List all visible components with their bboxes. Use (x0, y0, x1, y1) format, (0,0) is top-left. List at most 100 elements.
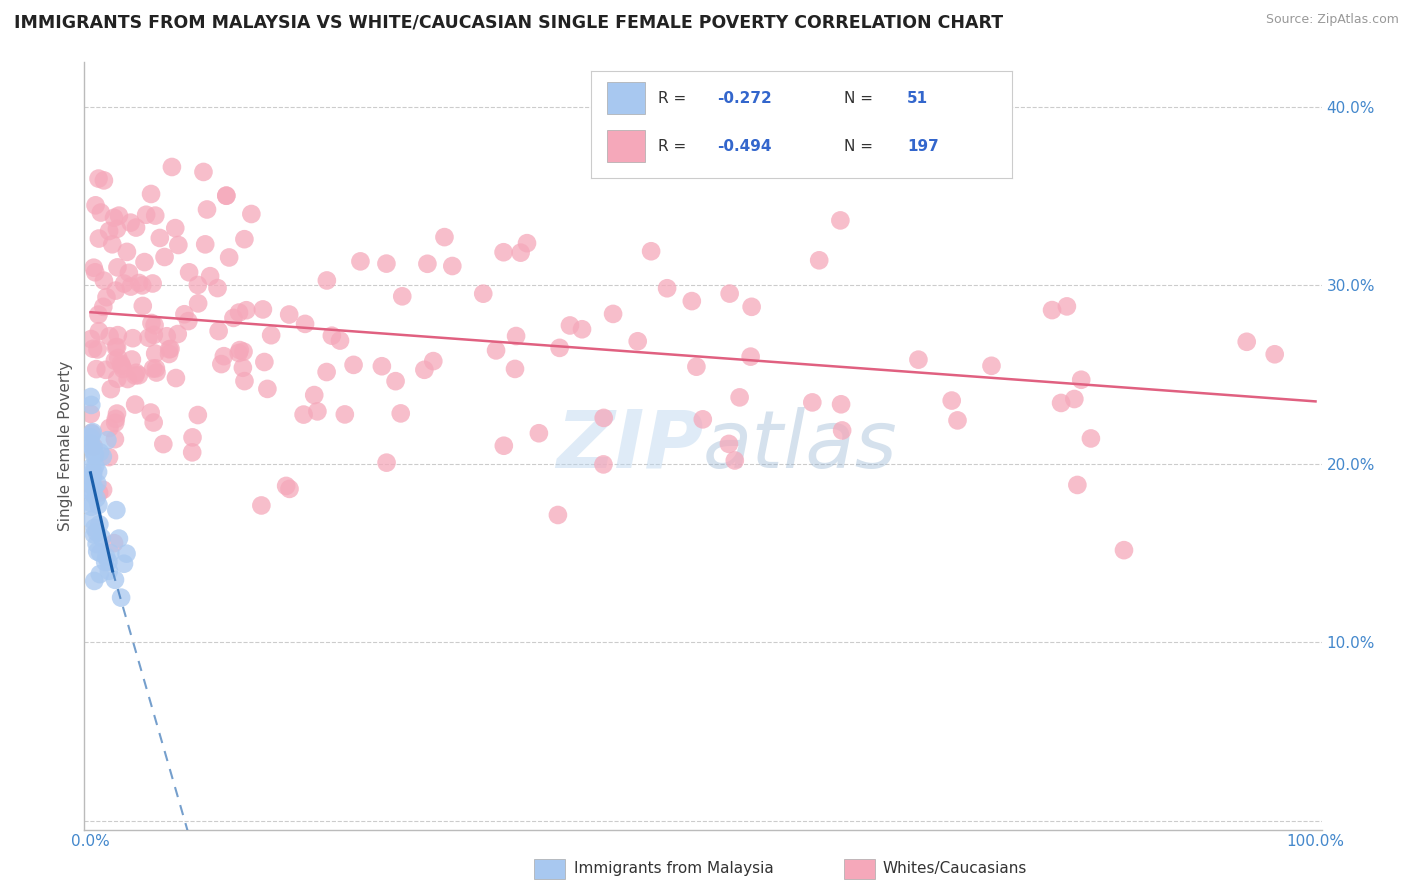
Point (86, 476, 108, 491)
Point (86, 525, 108, 540)
Point (82, 427, 104, 442)
Point (96, 290, 118, 304)
Point (145, 366, 167, 380)
Point (592, 410, 614, 425)
Point (87, 308, 110, 322)
Point (110, 357, 132, 371)
Point (209, 357, 232, 371)
Point (112, 557, 135, 571)
Point (728, 390, 751, 404)
Point (89, 546, 111, 560)
Point (79, 430, 101, 444)
Text: R =: R = (658, 139, 692, 153)
Point (104, 284, 127, 298)
Point (135, 208, 157, 222)
Point (260, 328, 283, 343)
Point (80, 332, 103, 346)
Point (108, 209, 131, 223)
Point (143, 318, 166, 333)
Point (422, 354, 444, 368)
Point (82, 425, 104, 439)
Point (128, 368, 150, 383)
Point (294, 317, 316, 331)
Point (685, 359, 707, 374)
Point (104, 340, 127, 354)
Text: N =: N = (844, 91, 877, 105)
Point (558, 318, 581, 333)
Point (107, 328, 129, 343)
Point (90, 205, 112, 219)
Point (232, 360, 254, 375)
Point (548, 341, 571, 355)
Text: -0.494: -0.494 (717, 139, 772, 153)
Point (103, 211, 125, 225)
Text: Whites/Caucasians: Whites/Caucasians (883, 862, 1028, 876)
Point (157, 347, 180, 361)
Point (907, 352, 929, 367)
Point (741, 300, 763, 314)
Point (104, 432, 127, 446)
Point (82, 443, 104, 458)
Point (179, 265, 201, 279)
Point (80, 390, 103, 404)
Point (256, 382, 278, 396)
Point (159, 342, 181, 356)
Point (1066, 478, 1088, 492)
Point (250, 499, 273, 513)
Point (315, 273, 337, 287)
Text: -0.272: -0.272 (717, 91, 772, 105)
Point (253, 355, 276, 369)
Point (252, 302, 274, 317)
Point (1236, 334, 1258, 349)
Point (80, 472, 103, 486)
Point (831, 424, 853, 438)
Point (124, 398, 146, 412)
Point (166, 326, 188, 341)
Point (321, 328, 343, 343)
Point (80, 398, 103, 412)
Point (187, 408, 209, 422)
Point (160, 160, 183, 174)
Point (80, 484, 103, 499)
Point (485, 343, 508, 358)
Point (82, 468, 104, 483)
Point (177, 314, 200, 328)
Point (117, 372, 139, 386)
Point (115, 547, 138, 561)
Point (125, 220, 148, 235)
Point (307, 404, 329, 418)
Point (118, 266, 141, 280)
Point (315, 365, 337, 379)
Point (107, 260, 129, 275)
Point (132, 299, 155, 313)
Point (120, 279, 142, 293)
Point (86, 343, 108, 357)
Point (433, 230, 456, 244)
Point (83, 440, 105, 454)
Point (94, 555, 117, 569)
Text: Immigrants from Malaysia: Immigrants from Malaysia (574, 862, 773, 876)
Point (375, 456, 398, 470)
Point (83, 574, 105, 588)
Point (571, 322, 593, 336)
Point (138, 331, 160, 345)
Point (131, 278, 153, 293)
Point (801, 395, 824, 409)
Point (207, 281, 229, 295)
Point (141, 316, 163, 330)
Point (152, 437, 174, 451)
Point (104, 412, 127, 426)
Point (1056, 299, 1078, 313)
Point (82, 464, 104, 478)
Point (627, 334, 650, 349)
Point (235, 303, 257, 318)
Point (101, 237, 124, 252)
Point (193, 165, 215, 179)
Point (121, 352, 143, 367)
Point (83, 481, 105, 495)
Point (89, 517, 111, 532)
Point (232, 344, 254, 359)
Point (215, 188, 238, 202)
Point (165, 371, 187, 385)
Point (592, 458, 614, 472)
